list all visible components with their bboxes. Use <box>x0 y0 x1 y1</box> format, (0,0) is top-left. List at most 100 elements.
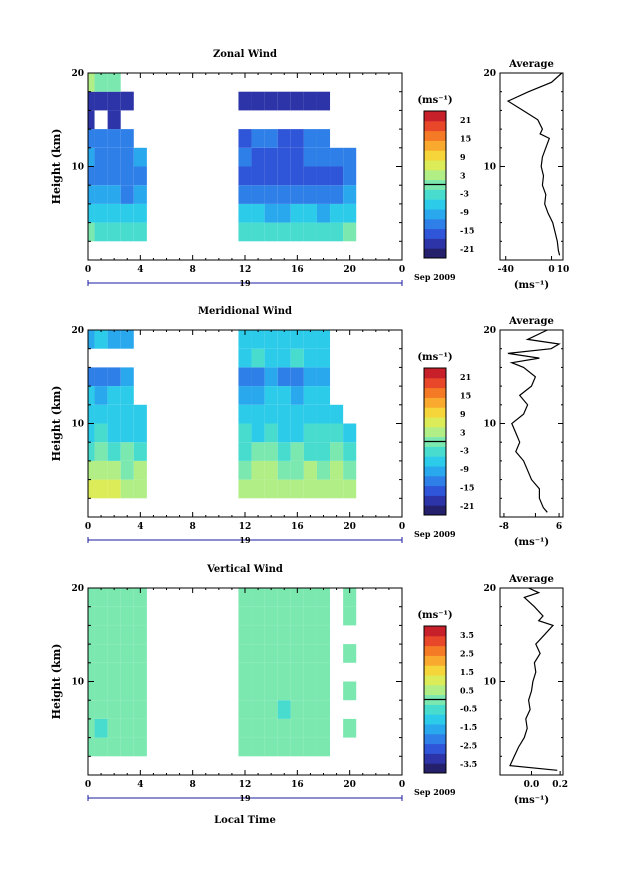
heatmap-cell <box>290 588 304 607</box>
colorbar-tick-label: 0.5 <box>460 685 474 695</box>
heatmap-cell <box>316 386 331 405</box>
heatmap-cell <box>343 460 357 480</box>
heatmap-cell <box>303 91 317 111</box>
heatmap-cell <box>120 625 134 645</box>
colorbar-tick-label: 21 <box>460 115 471 125</box>
heatmap-cell <box>94 588 108 607</box>
heatmap-cell <box>277 129 291 148</box>
heatmap-cell <box>330 404 344 424</box>
heatmap-cell <box>107 662 121 682</box>
colorbar-swatch <box>424 218 446 230</box>
x-tick-label: 16 <box>291 780 304 790</box>
heatmap-cell <box>238 606 252 626</box>
heatmap-cell <box>316 662 331 682</box>
colorbar-tick-label: -2.5 <box>460 740 477 750</box>
colorbar-tick-label: -0.5 <box>460 704 477 714</box>
heatmap-cell <box>343 442 357 461</box>
heatmap-cell <box>107 625 121 645</box>
heatmap-cell <box>290 606 304 626</box>
heatmap-cell <box>133 147 147 167</box>
colorbar-tick-label: -9 <box>460 464 469 474</box>
heatmap-cell <box>316 681 331 701</box>
heatmap-cell <box>277 644 291 663</box>
heatmap-cell <box>238 386 252 405</box>
heatmap-cell <box>251 606 265 626</box>
colorbar-swatch <box>424 140 446 151</box>
heatmap-cell <box>251 681 265 701</box>
heatmap-cell <box>316 644 331 663</box>
profile-title: Average <box>508 316 554 327</box>
colorbar-swatch <box>424 368 446 379</box>
heatmap-cell <box>107 386 121 405</box>
colorbar-swatch <box>424 120 446 132</box>
heatmap-cell <box>120 367 134 387</box>
panel-2: Meridional Wind 10 20 Height (km) 0 4 8 12 16 20 0… <box>50 306 564 548</box>
heatmap-cell <box>316 91 331 111</box>
heatmap-cell <box>88 367 95 387</box>
heatmap-cell <box>264 423 278 443</box>
colorbar-unit: (ms⁻¹) <box>417 352 452 363</box>
heatmap-cell <box>251 222 265 242</box>
heatmap-cell <box>238 644 252 663</box>
heatmap-cell <box>94 386 108 405</box>
x-tick-label: 0 <box>85 265 91 275</box>
colorbar-swatch <box>424 130 446 141</box>
x-tick-label: 0 <box>85 780 91 790</box>
heatmap-cell <box>88 606 95 626</box>
heatmap-cell <box>238 460 252 480</box>
colorbar-swatch <box>424 733 446 745</box>
heatmap-cell <box>303 367 317 387</box>
heatmap-cell <box>264 644 278 663</box>
heatmap-cell <box>290 625 304 645</box>
profile-x-axis-label: (ms⁻¹) <box>514 280 549 291</box>
heatmap-cell <box>133 625 147 645</box>
heatmap-cell <box>94 423 108 443</box>
heatmap-cell <box>107 185 121 204</box>
heatmap-cell <box>107 423 121 443</box>
heatmap-cell <box>277 404 291 424</box>
heatmap-cell <box>94 662 108 682</box>
heatmap-cell <box>251 423 265 443</box>
heatmap-cell <box>316 718 331 738</box>
heatmap-cell <box>264 203 278 223</box>
heatmap-cell <box>264 185 278 204</box>
colorbar-swatch <box>424 426 446 438</box>
heatmap-cell <box>290 460 304 480</box>
x-tick-label: 8 <box>190 265 196 275</box>
heatmap-cell <box>277 700 291 719</box>
heatmap-cell <box>120 588 134 607</box>
heatmap-cell <box>94 330 108 349</box>
heatmap-cell <box>251 348 265 368</box>
colorbar-tick-label: 1.5 <box>460 667 474 677</box>
heatmap-cell <box>251 166 265 186</box>
colorbar-swatch <box>424 160 446 171</box>
heatmap-cell <box>88 91 95 111</box>
heatmap-cell <box>120 129 134 148</box>
profile-x-tick-label: -8 <box>499 522 509 532</box>
heatmap-cell <box>264 625 278 645</box>
heatmap-cell <box>264 330 278 349</box>
heatmap-cell <box>343 588 357 607</box>
heatmap-cell <box>303 423 317 443</box>
heatmap-cell <box>251 404 265 424</box>
heatmap-cell <box>88 222 95 242</box>
heatmap-cell <box>107 479 121 499</box>
heatmap-cell <box>330 442 344 461</box>
x-tick-label: 8 <box>190 780 196 790</box>
heatmap-cell <box>316 479 331 499</box>
heatmap-cell <box>330 185 344 204</box>
colorbar-swatch <box>424 704 446 715</box>
heatmap-cell <box>277 367 291 387</box>
heatmap-cell <box>330 203 344 223</box>
heatmap-cell <box>303 442 317 461</box>
heatmap-cell <box>94 185 108 204</box>
heatmap-cell <box>238 404 252 424</box>
profile-title: Average <box>508 59 554 70</box>
heatmap-cell <box>120 442 134 461</box>
heatmap-cell <box>88 442 95 461</box>
heatmap-cell <box>290 203 304 223</box>
heatmap-cell <box>290 166 304 186</box>
heatmap-cell <box>330 147 344 167</box>
heatmap-cell <box>251 367 265 387</box>
profile-x-axis-label: (ms⁻¹) <box>514 537 549 548</box>
